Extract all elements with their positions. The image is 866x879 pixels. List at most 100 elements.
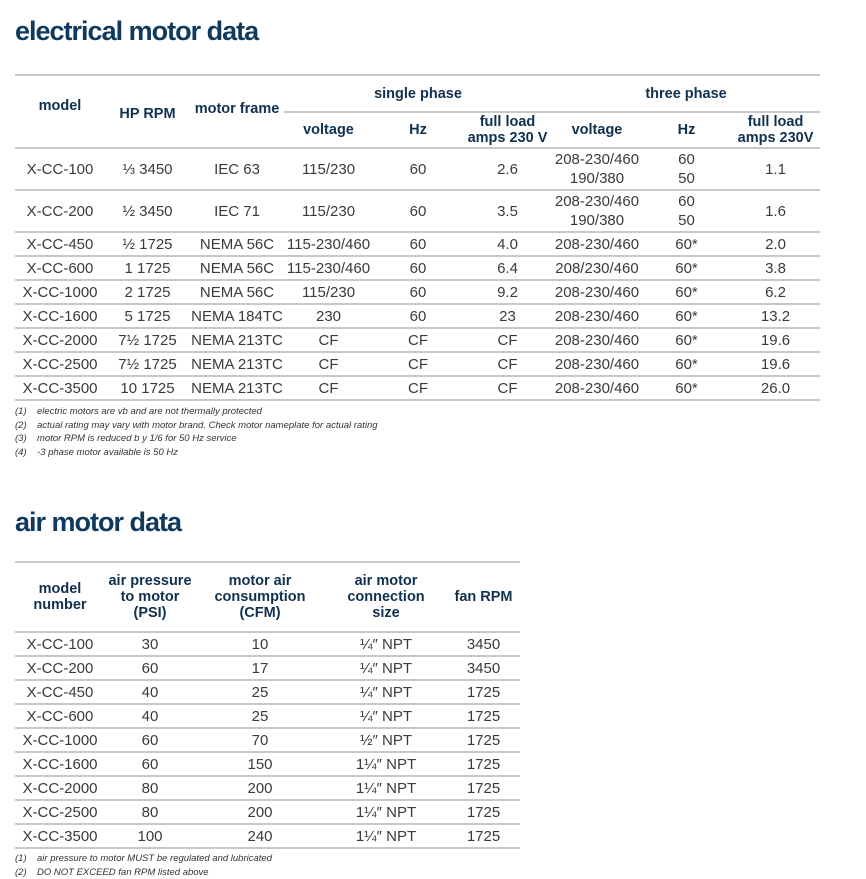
fla-single-cell: 4.0 [463, 232, 552, 256]
fla-single-cell: 3.5 [463, 190, 552, 232]
motor-frame-cell: NEMA 184TC [190, 304, 284, 328]
voltage-three-cell: 208-230/460 [552, 232, 642, 256]
fla-single-cell: CF [463, 352, 552, 376]
hz-three-cell: 60* [642, 328, 731, 352]
hz-three-cell: 60* [642, 280, 731, 304]
fla-single-cell: CF [463, 328, 552, 352]
voltage-three-cell: 208/230/460 [552, 256, 642, 280]
air-pressure-cell: 40 [105, 704, 195, 728]
hz-single-cell: 60 [373, 232, 463, 256]
model-cell: X-CC-100 [15, 632, 105, 656]
voltage-value: 208-230/460 [552, 356, 642, 373]
hp-rpm-cell: 2 1725 [105, 280, 190, 304]
model-cell: X-CC-3500 [15, 376, 105, 400]
fan-rpm-cell: 1725 [447, 752, 520, 776]
voltage-value: 208-230/460 [552, 380, 642, 397]
hz-three-cell: 60* [642, 256, 731, 280]
air-consumption-cell: 17 [195, 656, 325, 680]
fan-rpm-cell: 3450 [447, 632, 520, 656]
footnote: (2)DO NOT EXCEED fan RPM listed above [15, 866, 272, 879]
hp-rpm-cell: ½ 3450 [105, 190, 190, 232]
fla-three-cell: 13.2 [731, 304, 820, 328]
footnote: (2)actual rating may vary with motor bra… [15, 419, 378, 433]
air-pressure-cell: 60 [105, 728, 195, 752]
hz-single-cell: 60 [373, 190, 463, 232]
header-fla-three: full load amps 230V [731, 112, 820, 148]
electrical-motor-table: model HP RPM motor frame single phase th… [15, 74, 820, 401]
air-consumption-cell: 200 [195, 800, 325, 824]
header-model: model [15, 75, 105, 148]
fla-three-cell: 1.6 [731, 190, 820, 232]
hz-value: 60 [642, 150, 731, 169]
model-cell: X-CC-450 [15, 232, 105, 256]
connection-size-cell: 1¼″ NPT [325, 776, 447, 800]
hz-value: 50 [642, 169, 731, 188]
motor-frame-cell: NEMA 213TC [190, 352, 284, 376]
fla-three-cell: 19.6 [731, 328, 820, 352]
header-single-phase: single phase [284, 75, 552, 112]
footnote-number: (4) [15, 446, 37, 460]
model-cell: X-CC-100 [15, 148, 105, 190]
footnote: (1)air pressure to motor MUST be regulat… [15, 852, 272, 866]
voltage-single-cell: CF [284, 352, 373, 376]
header-voltage-three: voltage [552, 112, 642, 148]
connection-size-cell: ¼″ NPT [325, 656, 447, 680]
footnote-number: (2) [15, 866, 37, 879]
header-model-number: model number [15, 562, 105, 632]
connection-size-cell: ½″ NPT [325, 728, 447, 752]
model-cell: X-CC-200 [15, 656, 105, 680]
hz-single-cell: CF [373, 352, 463, 376]
voltage-single-cell: 115/230 [284, 280, 373, 304]
fla-single-cell: 23 [463, 304, 552, 328]
header-voltage-single: voltage [284, 112, 373, 148]
voltage-single-cell: CF [284, 376, 373, 400]
voltage-value: 190/380 [552, 211, 642, 230]
hz-single-cell: 60 [373, 304, 463, 328]
fla-three-cell: 2.0 [731, 232, 820, 256]
air-consumption-cell: 25 [195, 680, 325, 704]
air-pressure-cell: 40 [105, 680, 195, 704]
fan-rpm-cell: 1725 [447, 728, 520, 752]
footnote-text: -3 phase motor available is 50 Hz [37, 446, 178, 460]
fla-three-cell: 6.2 [731, 280, 820, 304]
footnote-text: electric motors are vb and are not therm… [37, 405, 262, 419]
connection-size-cell: ¼″ NPT [325, 680, 447, 704]
hz-single-cell: 60 [373, 148, 463, 190]
footnote-text: air pressure to motor MUST be regulated … [37, 852, 272, 866]
hp-rpm-cell: 10 1725 [105, 376, 190, 400]
header-motor-frame: motor frame [190, 75, 284, 148]
voltage-value: 208-230/460 [552, 150, 642, 169]
motor-frame-cell: NEMA 213TC [190, 328, 284, 352]
model-cell: X-CC-2500 [15, 352, 105, 376]
footnote-text: motor RPM is reduced b y 1/6 for 50 Hz s… [37, 432, 237, 446]
footnote-number: (1) [15, 852, 37, 866]
air-consumption-cell: 200 [195, 776, 325, 800]
hp-rpm-cell: 5 1725 [105, 304, 190, 328]
model-cell: X-CC-1000 [15, 280, 105, 304]
fla-single-cell: CF [463, 376, 552, 400]
connection-size-cell: 1¼″ NPT [325, 752, 447, 776]
hz-three-cell: 60* [642, 304, 731, 328]
model-cell: X-CC-2500 [15, 800, 105, 824]
hz-value: 60* [642, 356, 731, 373]
fan-rpm-cell: 1725 [447, 776, 520, 800]
air-footnotes: (1)air pressure to motor MUST be regulat… [15, 852, 272, 879]
motor-frame-cell: NEMA 56C [190, 280, 284, 304]
model-cell: X-CC-2000 [15, 328, 105, 352]
model-cell: X-CC-600 [15, 704, 105, 728]
voltage-single-cell: 230 [284, 304, 373, 328]
air-consumption-cell: 25 [195, 704, 325, 728]
air-consumption-cell: 240 [195, 824, 325, 848]
